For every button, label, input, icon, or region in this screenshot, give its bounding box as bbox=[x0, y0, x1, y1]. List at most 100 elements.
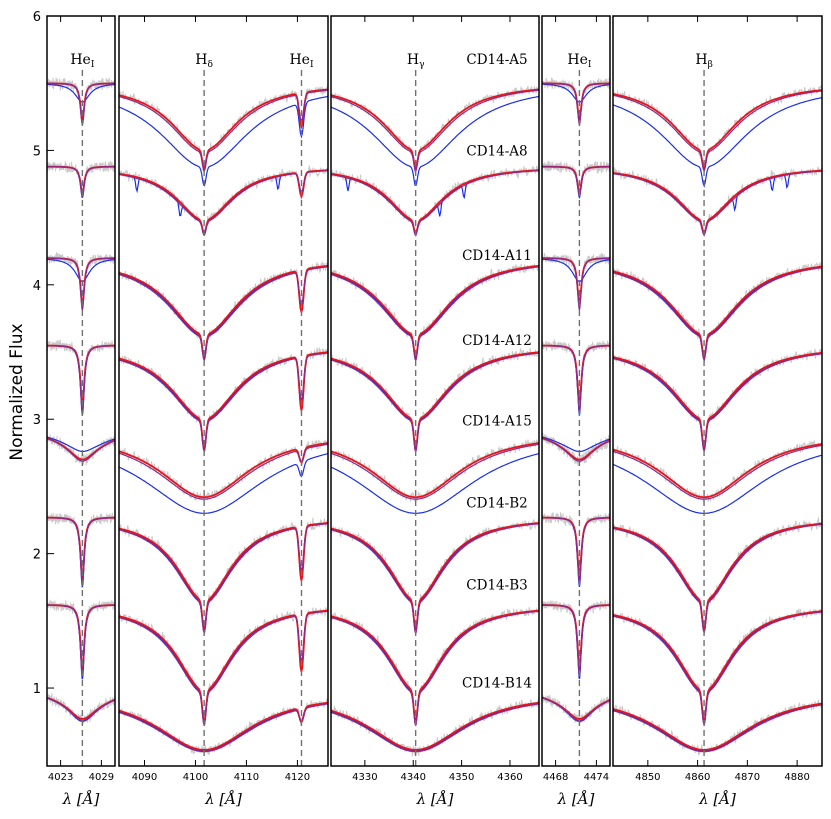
trace-observed-CD14-A15-Hbeta bbox=[613, 439, 822, 503]
trace-model-red-CD14-B2-HeI-4471 bbox=[542, 516, 610, 581]
trace-model-red-CD14-A11-Hgamma bbox=[331, 264, 539, 359]
trace-model-red-CD14-B3-Hbeta bbox=[613, 610, 822, 724]
marker-label-Hbeta: Hβ bbox=[695, 52, 712, 70]
trace-model-purple-CD14-A5-Hdelta-HeI-4121 bbox=[119, 89, 328, 172]
trace-model-red-CD14-A8-Hdelta-HeI-4121 bbox=[119, 169, 328, 235]
x-tick-label: 4023 bbox=[48, 772, 73, 783]
trace-model-purple-CD14-A5-Hgamma bbox=[331, 89, 539, 172]
trace-model-purple-CD14-A12-Hgamma bbox=[331, 352, 539, 452]
trace-model-purple-CD14-A11-Hdelta-HeI-4121 bbox=[119, 266, 328, 362]
trace-model-purple-CD14-A12-HeI-4471 bbox=[542, 345, 610, 415]
trace-model-purple-CD14-A15-HeI-4471 bbox=[542, 437, 610, 462]
trace-model-purple-CD14-B2-Hbeta bbox=[613, 523, 822, 634]
trace-model-red-CD14-A12-Hdelta-HeI-4121 bbox=[119, 351, 328, 451]
trace-model-blue-CD14-B3-HeI-4471 bbox=[542, 604, 610, 680]
trace-model-blue-CD14-A5-HeI-4026 bbox=[47, 83, 115, 103]
trace-model-purple-CD14-B14-HeI-4026 bbox=[47, 697, 115, 722]
trace-model-blue-CD14-B14-Hbeta bbox=[613, 703, 822, 752]
x-tick-label: 4330 bbox=[352, 772, 377, 783]
star-label-CD14-A11: CD14-A11 bbox=[462, 248, 532, 264]
x-axis-label-Hdelta-HeI-4121: λ [Å] bbox=[204, 790, 242, 808]
star-label-CD14-A12: CD14-A12 bbox=[462, 333, 532, 349]
trace-model-red-CD14-A12-Hbeta bbox=[613, 351, 822, 450]
trace-model-blue-CD14-A5-Hgamma bbox=[331, 95, 539, 187]
x-tick-label: 4340 bbox=[401, 772, 426, 783]
trace-observed-CD14-A8-Hbeta bbox=[613, 165, 822, 236]
trace-model-red-CD14-A5-HeI-4471 bbox=[542, 82, 610, 123]
trace-model-blue-CD14-A15-Hgamma bbox=[331, 453, 539, 514]
trace-observed-CD14-A5-Hdelta-HeI-4121 bbox=[119, 84, 328, 172]
trace-model-purple-CD14-A5-HeI-4471 bbox=[542, 82, 610, 127]
trace-model-purple-CD14-A11-HeI-4026 bbox=[47, 257, 115, 311]
x-tick-label: 4474 bbox=[584, 772, 609, 783]
trace-observed-CD14-A15-Hgamma bbox=[331, 439, 539, 502]
trace-model-red-CD14-A5-Hbeta bbox=[613, 89, 822, 172]
trace-model-purple-CD14-A11-HeI-4471 bbox=[542, 257, 610, 312]
trace-model-red-CD14-A8-Hbeta bbox=[613, 169, 822, 236]
x-tick-label: 4120 bbox=[285, 772, 310, 783]
panel-HeI-4026-traces bbox=[47, 76, 115, 724]
trace-observed-CD14-B2-Hgamma bbox=[331, 518, 539, 632]
panel-Hdelta-HeI-4121-traces bbox=[119, 84, 328, 756]
x-tick-label: 4850 bbox=[635, 772, 660, 783]
trace-model-purple-CD14-A11-Hbeta bbox=[613, 266, 822, 363]
trace-model-blue-CD14-A15-HeI-4026 bbox=[47, 436, 115, 453]
trace-observed-CD14-A15-HeI-4471 bbox=[542, 432, 610, 467]
trace-model-purple-CD14-B3-HeI-4026 bbox=[47, 604, 115, 677]
trace-model-blue-CD14-A8-Hdelta-HeI-4121 bbox=[119, 169, 328, 236]
trace-model-purple-CD14-A8-HeI-4026 bbox=[47, 166, 115, 197]
trace-model-purple-CD14-B3-Hdelta-HeI-4121 bbox=[119, 610, 328, 727]
trace-model-purple-CD14-B2-Hgamma bbox=[331, 523, 539, 634]
trace-model-purple-CD14-B2-HeI-4471 bbox=[542, 517, 610, 587]
trace-model-red-CD14-A11-Hbeta bbox=[613, 265, 822, 362]
x-tick-label: 4880 bbox=[784, 772, 809, 783]
trace-model-red-CD14-A5-Hgamma bbox=[331, 88, 539, 170]
trace-model-red-CD14-A15-Hdelta-HeI-4121 bbox=[119, 442, 328, 499]
trace-model-purple-CD14-A11-Hgamma bbox=[331, 266, 539, 361]
trace-observed-CD14-A15-Hdelta-HeI-4121 bbox=[119, 438, 328, 501]
trace-observed-CD14-A8-Hgamma bbox=[331, 165, 539, 238]
x-axis-label-Hgamma: λ [Å] bbox=[416, 790, 454, 808]
x-tick-label: 4350 bbox=[449, 772, 474, 783]
panel-Hgamma-traces bbox=[331, 85, 539, 757]
trace-model-purple-CD14-B14-Hbeta bbox=[613, 704, 822, 753]
x-tick-label: 4860 bbox=[685, 772, 710, 783]
trace-model-purple-CD14-B3-Hgamma bbox=[331, 610, 539, 726]
trace-model-red-CD14-A12-Hgamma bbox=[331, 351, 539, 450]
trace-model-purple-CD14-B14-HeI-4471 bbox=[542, 697, 610, 722]
y-tick-label: 2 bbox=[33, 548, 41, 563]
trace-model-purple-CD14-A8-Hdelta-HeI-4121 bbox=[119, 170, 328, 236]
plot-layer: HeI Hδ HeI Hγ HeI Hβ bbox=[47, 52, 822, 766]
marker-label-Hdelta-HeI-4121: Hδ bbox=[195, 52, 213, 70]
trace-observed-CD14-A11-Hbeta bbox=[613, 262, 822, 364]
trace-model-purple-CD14-A8-Hgamma bbox=[331, 170, 539, 236]
trace-model-blue-CD14-A8-HeI-4471 bbox=[542, 166, 610, 199]
marker-label-HeI-4471: HeI bbox=[567, 52, 592, 70]
trace-model-red-CD14-A15-Hbeta bbox=[613, 443, 822, 499]
x-tick-label: 4468 bbox=[543, 772, 568, 783]
trace-model-purple-CD14-A12-Hdelta-HeI-4121 bbox=[119, 352, 328, 453]
trace-model-blue-CD14-A15-HeI-4471 bbox=[542, 436, 610, 453]
trace-model-blue-CD14-A11-Hdelta-HeI-4121 bbox=[119, 265, 328, 361]
panel-frame-HeI-4471 bbox=[541, 15, 611, 767]
x-tick-label: 4090 bbox=[132, 772, 157, 783]
trace-model-red-CD14-A12-HeI-4471 bbox=[542, 344, 610, 409]
x-axis-label-HeI-4026: λ [Å] bbox=[62, 790, 100, 808]
trace-model-purple-CD14-A8-Hbeta bbox=[613, 170, 822, 237]
y-axis-label: Normalized Flux bbox=[7, 323, 27, 460]
trace-model-red-CD14-A15-Hgamma bbox=[331, 442, 539, 499]
x-tick-label: 4100 bbox=[183, 772, 208, 783]
x-tick-label: 4870 bbox=[735, 772, 760, 783]
y-tick-label: 3 bbox=[33, 413, 41, 428]
trace-model-red-CD14-A8-Hgamma bbox=[331, 169, 539, 235]
trace-model-purple-CD14-A8-HeI-4471 bbox=[542, 166, 610, 198]
trace-model-blue-CD14-A15-Hbeta bbox=[613, 454, 822, 514]
marker-label-2-Hdelta-HeI-4121: HeI bbox=[289, 52, 314, 70]
trace-observed-CD14-A12-Hbeta bbox=[613, 348, 822, 450]
trace-model-red-CD14-A11-Hdelta-HeI-4121 bbox=[119, 264, 328, 360]
trace-observed-CD14-B2-Hbeta bbox=[613, 517, 822, 632]
y-tick-label: 5 bbox=[33, 144, 41, 159]
marker-label-HeI-4026: HeI bbox=[70, 52, 95, 70]
trace-model-red-CD14-B2-Hbeta bbox=[613, 522, 822, 632]
